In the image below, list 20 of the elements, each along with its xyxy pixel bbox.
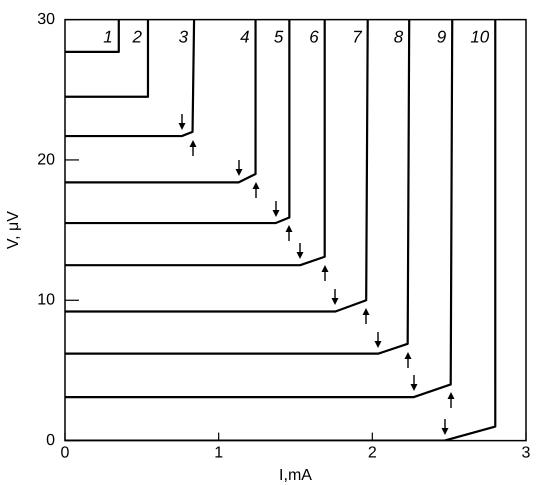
series-label: 2 [132,27,143,46]
series-label: 3 [178,27,189,46]
series-label: 7 [352,27,362,46]
x-tick-label: 2 [368,444,377,462]
y-tick-label: 10 [37,292,56,309]
series-label: 1 [103,27,113,46]
series-label: 5 [274,27,284,46]
y-tick-label: 20 [37,151,56,168]
x-tick-label: 3 [522,444,531,462]
series-label: 6 [309,27,320,46]
y-axis-title: V, μV [5,210,22,250]
series-label: 10 [470,27,490,46]
y-tick-label: 0 [46,432,56,450]
x-axis-title: I,mA [279,466,312,484]
series-label: 9 [436,27,447,46]
x-tick-label: 0 [60,444,70,462]
x-tick-label: 1 [214,444,224,462]
series-label: 4 [240,27,250,46]
series-label: 8 [394,27,404,46]
y-tick-label: 30 [37,11,56,28]
